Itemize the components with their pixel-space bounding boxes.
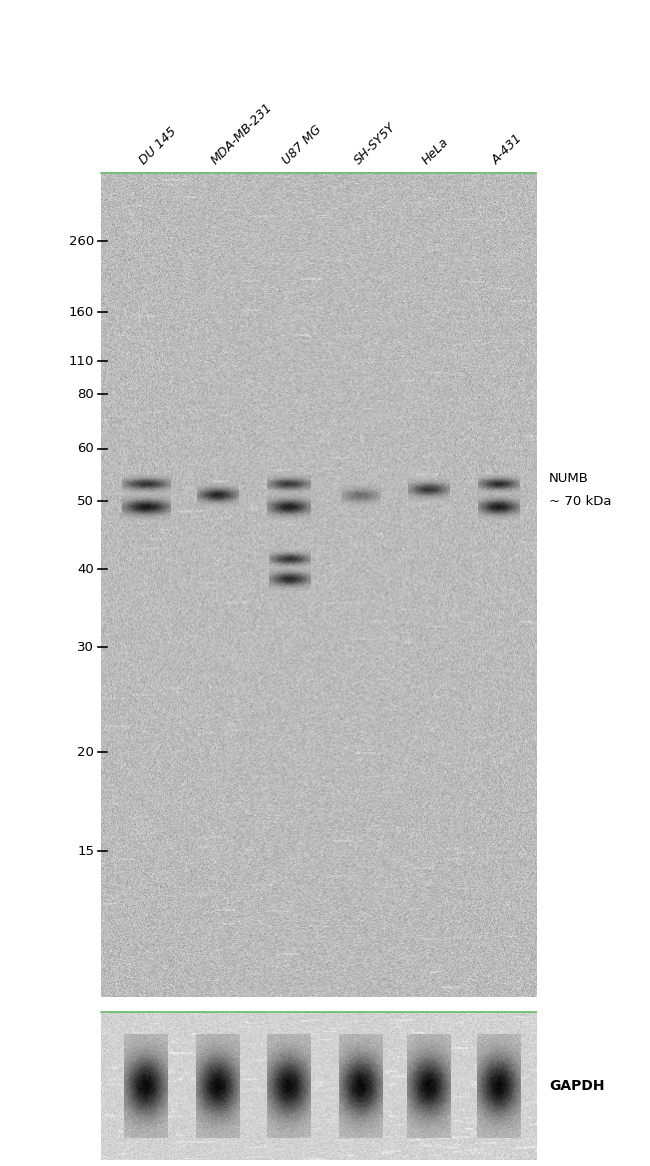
Text: DU 145: DU 145	[137, 125, 179, 167]
Text: U87 MG: U87 MG	[280, 122, 324, 167]
Text: HeLa: HeLa	[420, 135, 452, 167]
Text: MDA-MB-231: MDA-MB-231	[209, 100, 275, 167]
Text: 260: 260	[69, 234, 94, 248]
Text: SH-SY5Y: SH-SY5Y	[352, 120, 398, 167]
Text: NUMB: NUMB	[549, 471, 589, 485]
Text: 110: 110	[69, 354, 94, 368]
Text: 15: 15	[77, 844, 94, 858]
Text: 160: 160	[69, 305, 94, 319]
Text: 20: 20	[77, 745, 94, 759]
Text: 50: 50	[77, 494, 94, 508]
Text: 40: 40	[77, 562, 94, 576]
Text: A-431: A-431	[490, 132, 525, 167]
Text: 30: 30	[77, 640, 94, 654]
Text: ~ 70 kDa: ~ 70 kDa	[549, 494, 612, 508]
Text: GAPDH: GAPDH	[549, 1079, 604, 1094]
Text: 60: 60	[77, 442, 94, 456]
Text: 80: 80	[77, 387, 94, 401]
